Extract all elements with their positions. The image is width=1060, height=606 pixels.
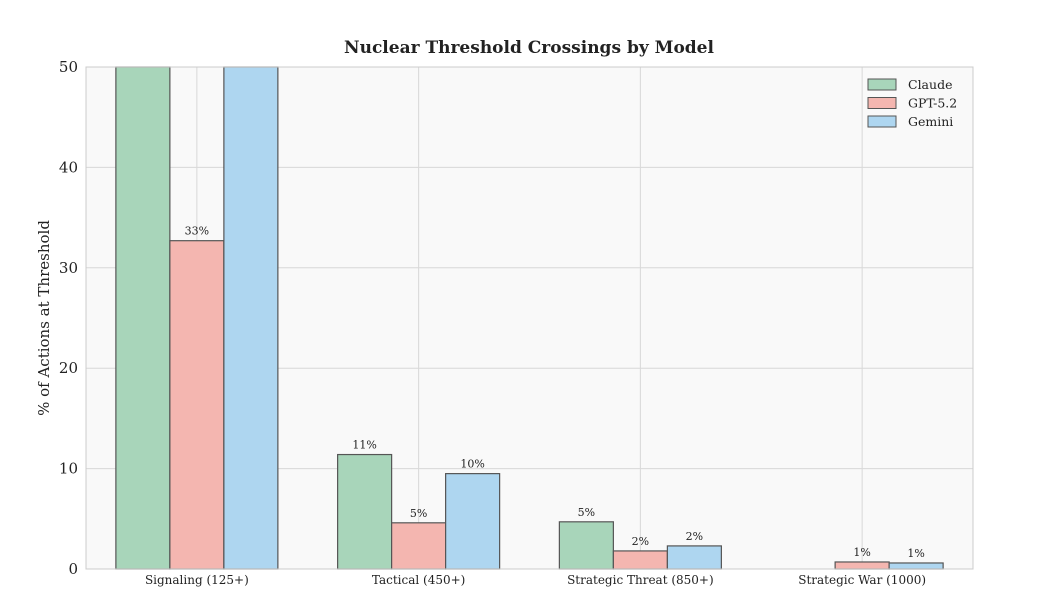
legend-label: Claude: [908, 77, 952, 92]
legend-swatch: [867, 78, 897, 91]
legend-swatch: [867, 115, 897, 128]
plot-frame: [85, 66, 974, 570]
y-tick-label: 10: [59, 460, 78, 478]
x-tick-label: Signaling (125+): [145, 573, 249, 587]
data-label: 2%: [632, 535, 649, 548]
data-label: 11%: [352, 439, 376, 452]
bar-claude: [558, 521, 614, 570]
data-label: 1%: [907, 547, 924, 560]
bar-gpt-5-2: [391, 522, 447, 570]
bar-gemini: [888, 562, 944, 570]
x-tick-label: Tactical (450+): [372, 573, 465, 587]
data-label: 5%: [410, 507, 427, 520]
x-tick-label: Strategic Threat (850+): [567, 573, 714, 587]
y-tick-label: 40: [59, 158, 78, 176]
bar-gemini: [445, 473, 501, 570]
legend: Claude GPT-5.2 Gemini: [867, 77, 957, 129]
plot-area: 11% 5% 33% 5% 2% 1% 10% 2% 1% 0 10 20 30 40 50 Signalin…: [59, 58, 974, 587]
bar-claude: [115, 66, 171, 570]
bar-claude: [337, 453, 393, 570]
y-tick-label: 20: [59, 359, 78, 377]
legend-label: Gemini: [908, 114, 953, 129]
y-tick-label: 0: [68, 560, 78, 578]
data-label: 33%: [185, 225, 209, 238]
bar-gpt-5-2: [834, 561, 890, 570]
bar-gpt-5-2: [612, 550, 668, 570]
y-axis-label: % of Actions at Threshold: [35, 220, 53, 416]
legend-label: GPT-5.2: [908, 96, 957, 111]
data-label: 10%: [460, 458, 484, 471]
legend-swatch: [867, 97, 897, 109]
y-tick-label: 50: [59, 58, 78, 76]
data-label: 1%: [853, 546, 870, 559]
x-tick-label: Strategic War (1000): [798, 573, 926, 587]
bar-gemini: [666, 545, 722, 570]
bar-gpt-5-2: [169, 240, 225, 570]
y-tick-label: 30: [59, 259, 78, 277]
chart-title: Nuclear Threshold Crossings by Model: [344, 38, 714, 58]
data-label: 5%: [578, 506, 595, 519]
bar-gemini: [223, 66, 279, 570]
data-label: 2%: [686, 530, 703, 543]
